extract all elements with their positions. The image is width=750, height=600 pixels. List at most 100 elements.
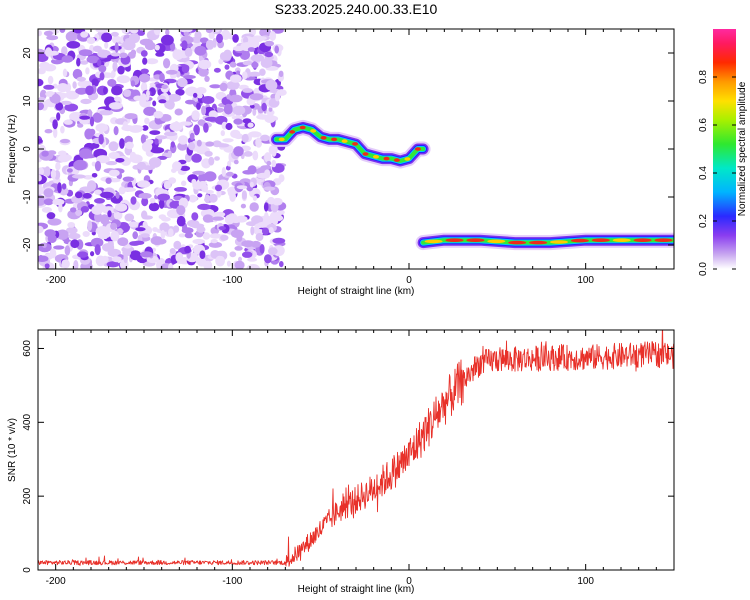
noise-blob <box>146 89 150 98</box>
noise-blob <box>104 41 109 49</box>
noise-blob <box>268 247 278 256</box>
noise-blob <box>197 203 211 210</box>
noise-blob <box>142 57 148 65</box>
noise-blob <box>86 55 100 64</box>
noise-blob <box>136 161 147 171</box>
noise-blob <box>128 221 139 228</box>
noise-blob <box>205 29 213 34</box>
noise-blob <box>251 240 261 248</box>
snr-y-tick-label: 600 <box>22 340 33 357</box>
noise-blob <box>55 102 64 111</box>
noise-blob <box>90 237 104 248</box>
noise-blob <box>264 114 276 123</box>
noise-blob <box>114 42 119 53</box>
noise-blob <box>98 134 104 145</box>
noise-blob <box>163 181 171 190</box>
noise-blob <box>184 245 192 254</box>
noise-blob <box>161 217 171 222</box>
noise-blob <box>82 231 90 237</box>
noise-blob <box>199 37 209 44</box>
noise-blob <box>249 181 254 188</box>
noise-blob <box>125 65 131 72</box>
noise-blob <box>241 133 249 143</box>
noise-blob <box>112 61 118 72</box>
noise-blob <box>198 68 209 77</box>
noise-blob <box>62 68 68 78</box>
noise-blob <box>255 233 264 241</box>
noise-blob <box>225 122 233 131</box>
noise-blob <box>66 227 78 234</box>
noise-blob <box>224 64 230 70</box>
noise-blob <box>251 61 259 69</box>
noise-blob <box>205 190 214 194</box>
noise-blob <box>193 124 200 136</box>
snr-axes: -200 -100 0 100 0 200 400 600 <box>22 330 675 587</box>
noise-blob <box>242 251 253 258</box>
noise-blob <box>215 255 226 267</box>
noise-blob <box>85 67 90 75</box>
noise-blob <box>57 83 69 93</box>
noise-blob <box>144 117 150 125</box>
noise-blob <box>158 99 167 104</box>
noise-blob <box>140 134 146 144</box>
noise-blob <box>262 227 269 235</box>
noise-blob <box>225 171 234 177</box>
noise-blob <box>179 29 193 33</box>
noise-blob <box>64 245 71 256</box>
noise-blob <box>74 191 83 199</box>
noise-blob <box>233 159 239 165</box>
noise-blob <box>141 125 149 131</box>
noise-blob <box>272 197 283 206</box>
noise-blob <box>209 84 222 89</box>
noise-blob <box>122 248 132 257</box>
noise-blob <box>133 95 143 101</box>
noise-blob <box>208 241 223 248</box>
noise-blob <box>82 192 92 199</box>
track-hotspot <box>310 129 317 133</box>
noise-blob <box>129 32 140 44</box>
noise-blob <box>247 122 254 128</box>
noise-blob <box>188 194 197 203</box>
noise-blob <box>205 39 215 50</box>
noise-blob <box>142 221 148 229</box>
noise-blob <box>170 42 176 51</box>
noise-blob <box>269 31 277 41</box>
noise-blob <box>164 100 175 109</box>
noise-blob <box>121 29 130 34</box>
noise-blob <box>248 71 261 77</box>
noise-blob <box>79 115 91 120</box>
noise-blob <box>268 106 273 112</box>
noise-blob <box>102 243 115 252</box>
noise-blob <box>264 169 271 178</box>
noise-blob <box>111 85 123 96</box>
noise-blob <box>123 89 132 97</box>
noise-blob <box>72 68 83 80</box>
noise-blob <box>253 229 265 235</box>
spectrogram-x-tick-label: -200 <box>46 275 66 286</box>
noise-blob <box>115 203 128 212</box>
noise-blob <box>107 79 117 87</box>
noise-blob <box>141 210 148 220</box>
noise-blob <box>61 259 70 269</box>
noise-blob <box>44 129 53 134</box>
noise-blob <box>63 119 73 125</box>
noise-blob <box>167 150 172 159</box>
noise-blob <box>103 86 108 95</box>
noise-blob <box>56 112 61 121</box>
noise-blob <box>149 130 161 136</box>
noise-blob <box>272 237 286 244</box>
noise-blob <box>168 228 174 238</box>
noise-blob <box>73 159 87 171</box>
noise-blob <box>204 150 213 157</box>
noise-blob <box>221 167 226 177</box>
noise-blob <box>60 139 70 144</box>
noise-blob <box>236 185 248 190</box>
noise-blob <box>114 96 121 102</box>
noise-blob <box>87 220 93 232</box>
track-hotspot <box>299 125 306 130</box>
noise-blob <box>163 131 178 137</box>
colorbar-ticks: 0.0 0.2 0.4 0.6 0.8 <box>698 70 736 276</box>
noise-blob <box>185 99 196 105</box>
